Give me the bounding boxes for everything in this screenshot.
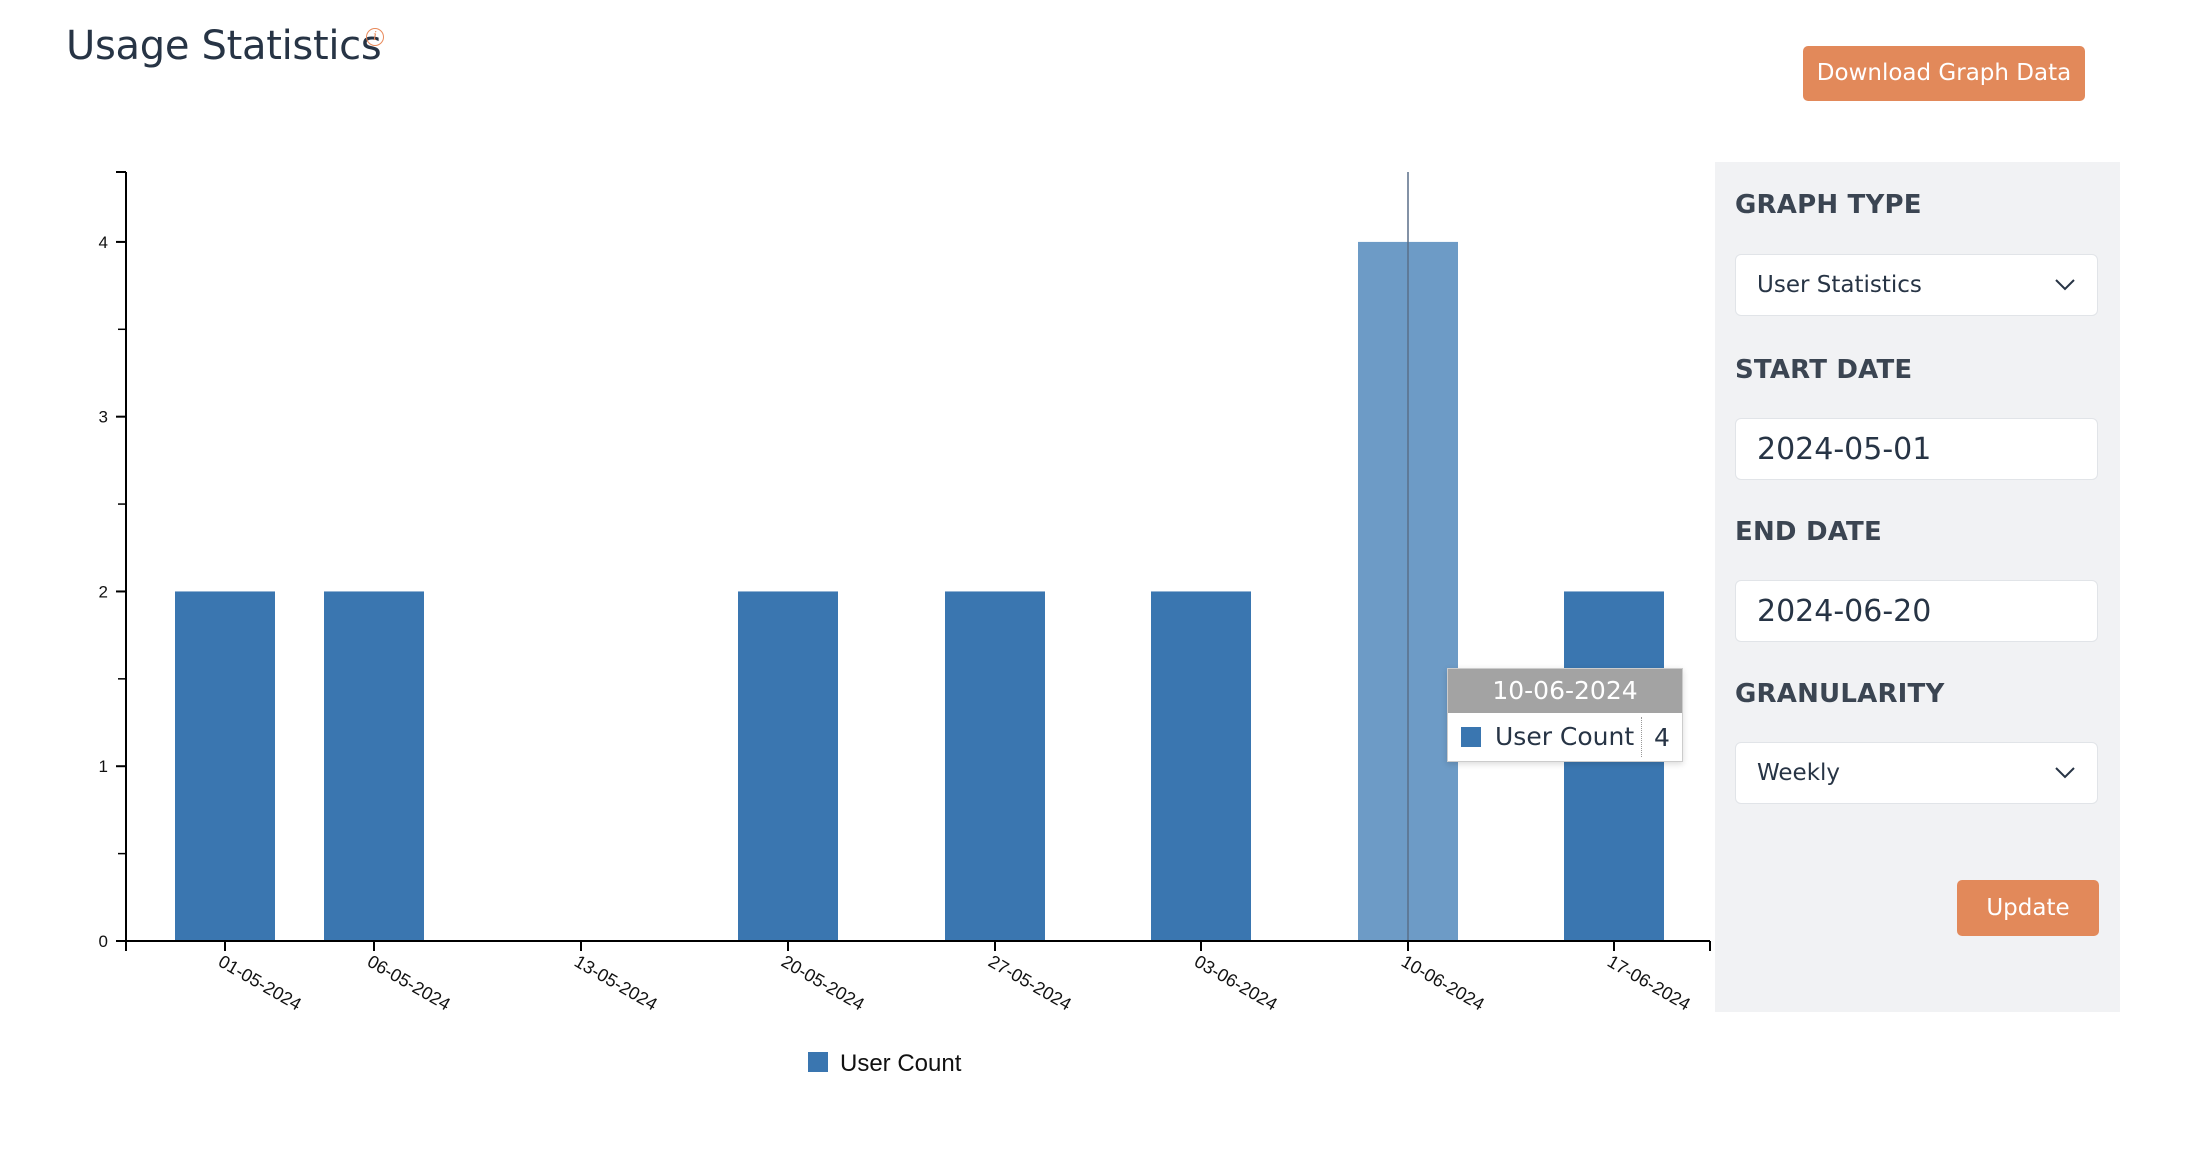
x-tick-label-20-05-2024: 20-05-2024 (778, 951, 868, 1014)
tooltip-series-swatch (1461, 727, 1481, 747)
chevron-down-icon (2055, 767, 2075, 779)
chevron-down-icon (2055, 279, 2075, 291)
end-date-label: END DATE (1735, 517, 1882, 547)
bar-01-05-2024 (175, 591, 275, 941)
y-tick-label-4: 4 (99, 233, 108, 252)
tooltip-series-value: 4 (1654, 722, 1670, 752)
bar-20-05-2024 (738, 591, 838, 941)
y-tick-label-3: 3 (99, 408, 108, 427)
download-graph-data-button[interactable]: Download Graph Data (1803, 46, 2085, 101)
bar-03-06-2024 (1151, 591, 1251, 941)
graph-type-select[interactable]: User Statistics (1735, 254, 2098, 316)
graph-type-label: GRAPH TYPE (1735, 190, 1922, 220)
x-tick-label-17-06-2024: 17-06-2024 (1604, 951, 1694, 1014)
legend-label: User Count (840, 1050, 962, 1077)
tooltip-date: 10-06-2024 (1448, 669, 1682, 713)
tooltip-row: User Count 4 (1448, 713, 1682, 761)
x-tick-label-10-06-2024: 10-06-2024 (1398, 951, 1488, 1014)
granularity-label: GRANULARITY (1735, 679, 1945, 709)
y-tick-label-1: 1 (99, 757, 108, 776)
start-date-label: START DATE (1735, 355, 1913, 385)
end-date-input[interactable] (1735, 580, 2098, 642)
granularity-selected-value: Weekly (1757, 760, 1841, 786)
x-tick-label-06-05-2024: 06-05-2024 (364, 951, 454, 1014)
tooltip-series-name: User Count (1495, 717, 1642, 757)
info-icon[interactable]: i (366, 28, 384, 46)
page-title: Usage Statistics (66, 23, 382, 69)
chart-tooltip: 10-06-2024 User Count 4 (1447, 668, 1683, 762)
update-button[interactable]: Update (1957, 880, 2099, 936)
x-tick-label-27-05-2024: 27-05-2024 (985, 951, 1075, 1014)
y-tick-label-2: 2 (99, 582, 108, 601)
chart-canvas: 0 1 2 3 4 01-05-2024 06-05-2024 13-05-2024 20-05… (99, 171, 1711, 1077)
bar-27-05-2024 (945, 591, 1045, 941)
x-tick-label-13-05-2024: 13-05-2024 (571, 951, 661, 1014)
legend-swatch (808, 1052, 828, 1072)
graph-type-selected-value: User Statistics (1757, 272, 1922, 298)
bar-06-05-2024 (324, 591, 424, 941)
y-tick-label-0: 0 (99, 932, 108, 951)
start-date-input[interactable] (1735, 418, 2098, 480)
x-tick-label-03-06-2024: 03-06-2024 (1191, 951, 1281, 1014)
usage-bar-chart: 0 1 2 3 4 01-05-2024 06-05-2024 13-05-2024 20-05… (0, 150, 1720, 1110)
granularity-select[interactable]: Weekly (1735, 742, 2098, 804)
x-tick-label-01-05-2024: 01-05-2024 (215, 951, 305, 1014)
bar-17-06-2024 (1564, 591, 1664, 941)
graph-settings-panel: GRAPH TYPE User Statistics START DATE EN… (1715, 162, 2120, 1012)
